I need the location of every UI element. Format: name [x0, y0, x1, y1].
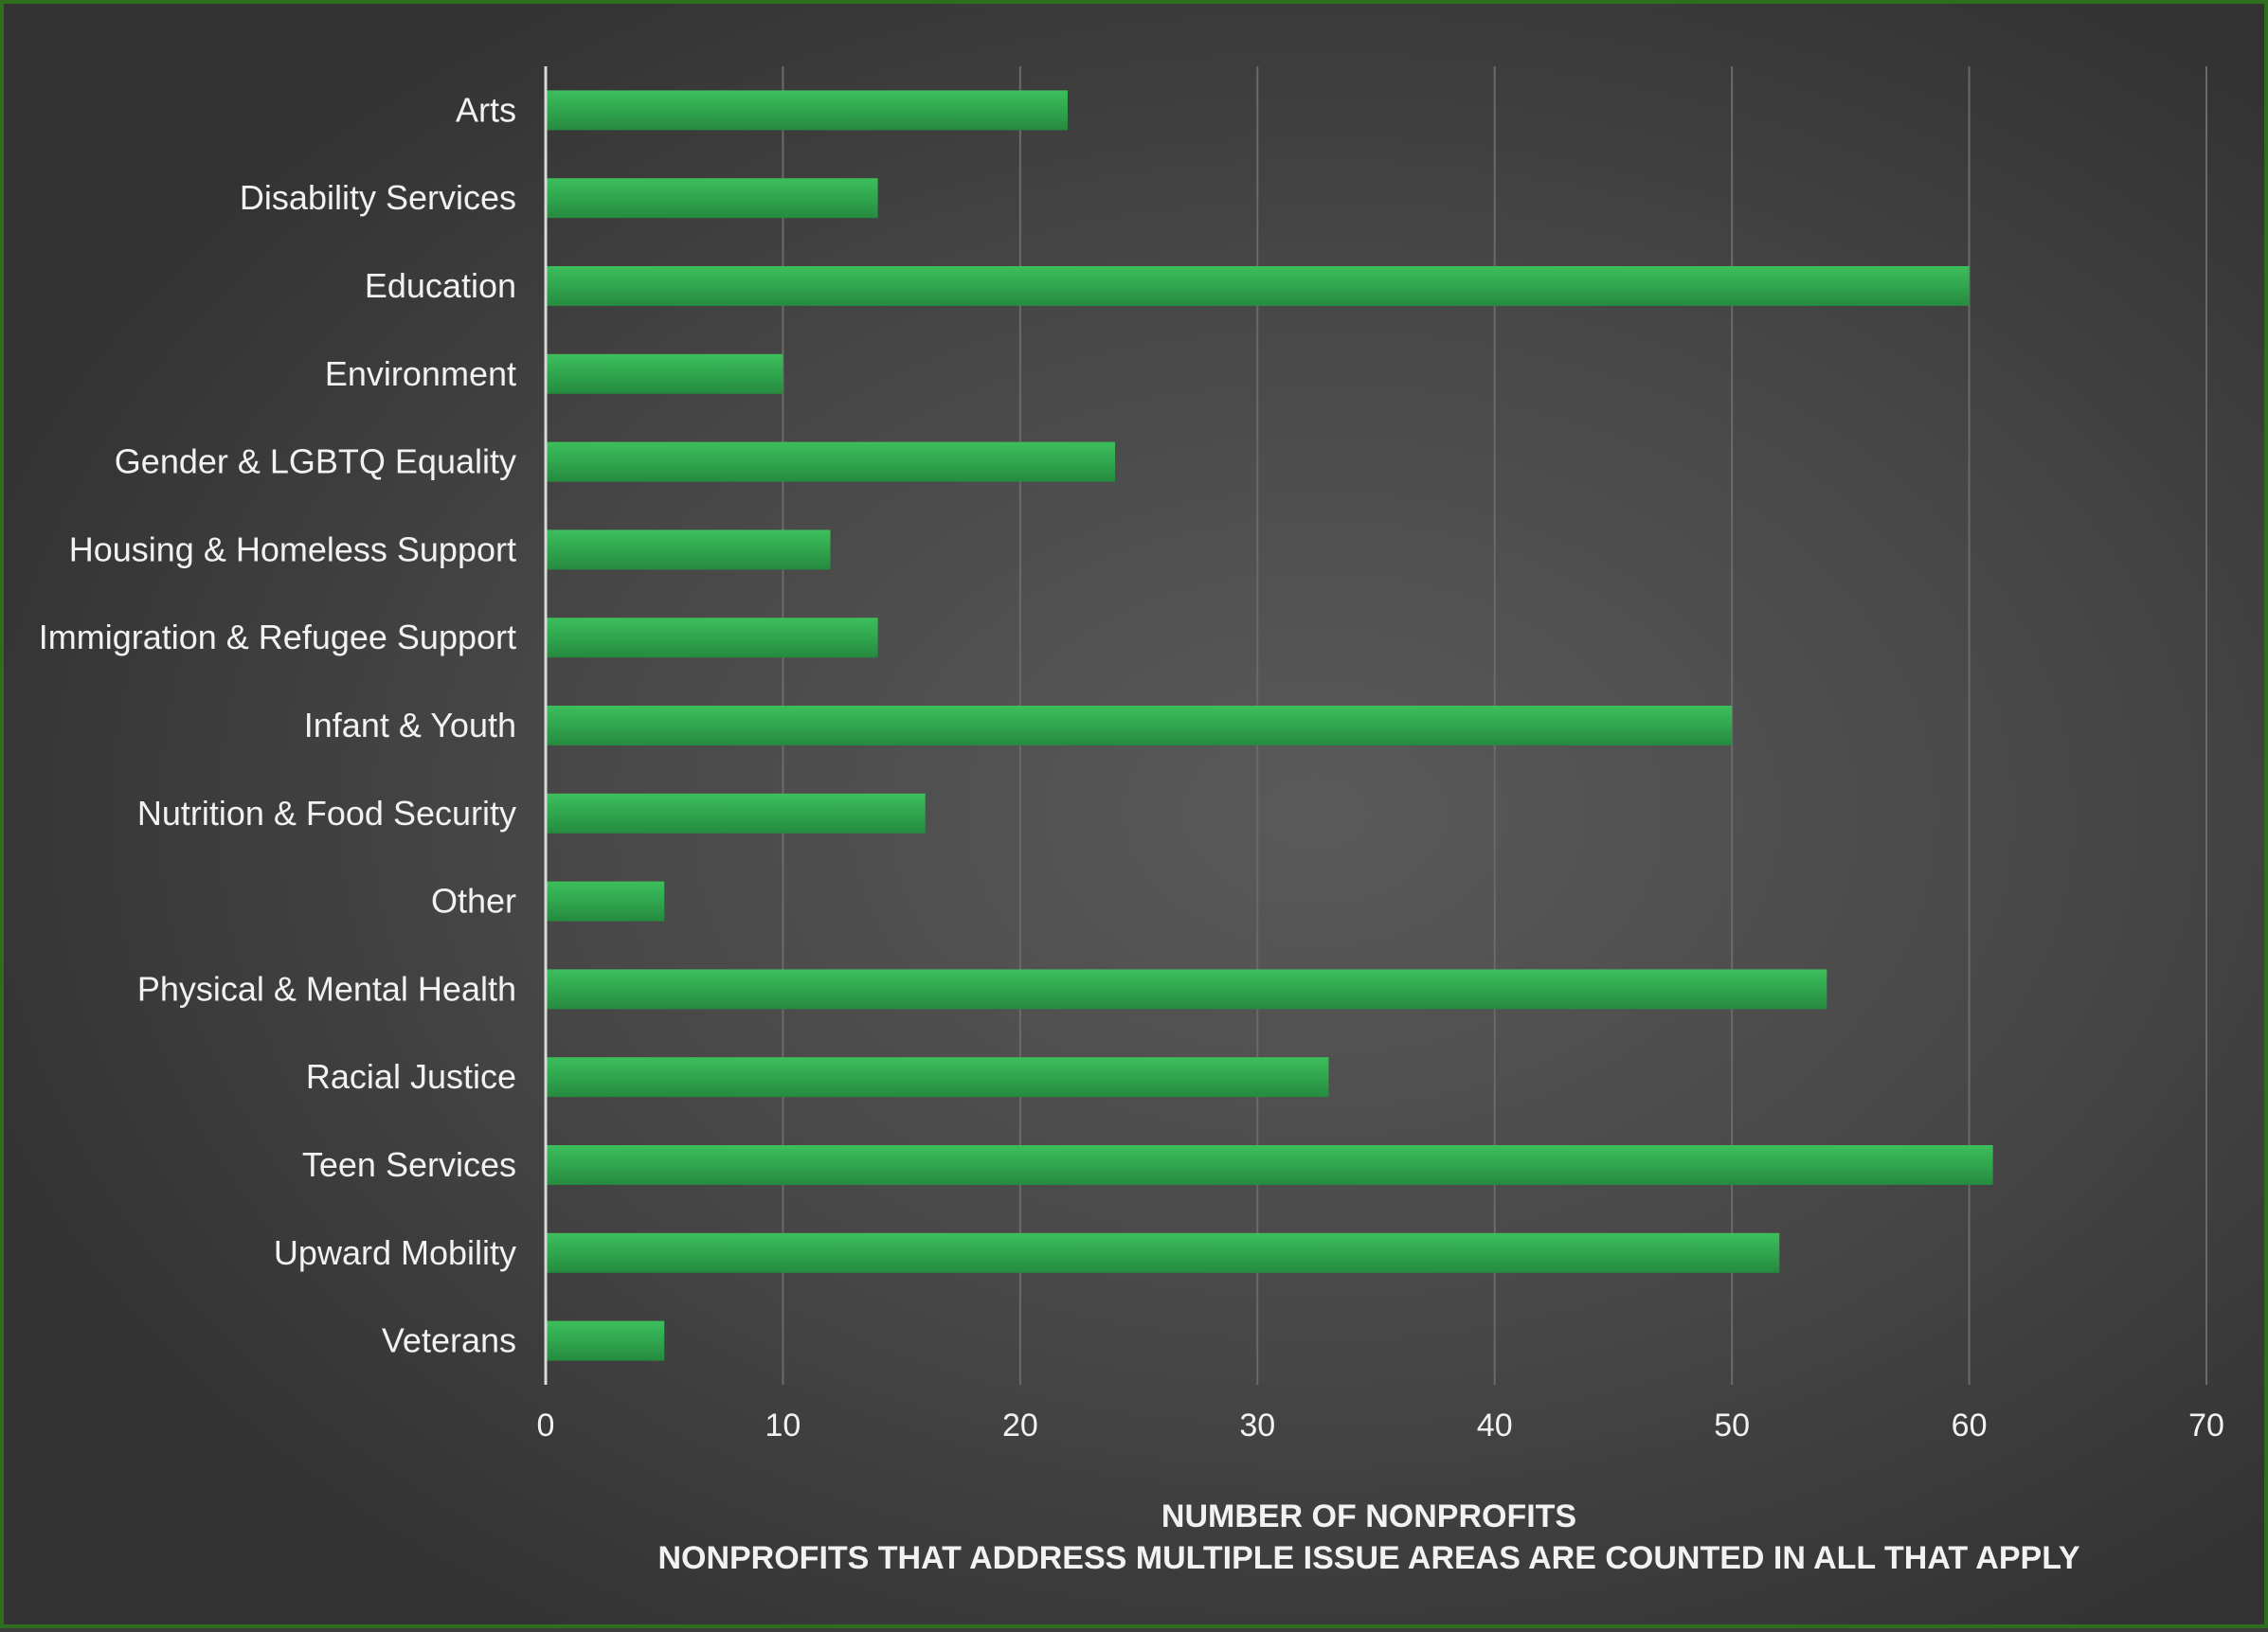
category-label: Teen Services: [302, 1145, 516, 1184]
bar: [546, 793, 926, 834]
category-label: Other: [431, 882, 516, 921]
category-label: Infant & Youth: [304, 706, 516, 744]
bar: [546, 441, 1116, 482]
category-label: Racial Justice: [306, 1057, 516, 1096]
category-label: Disability Services: [240, 178, 516, 217]
bar: [546, 1057, 1329, 1098]
x-axis-title: NUMBER OF NONPROFITS: [1161, 1498, 1576, 1534]
category-label: Veterans: [382, 1321, 516, 1360]
bar: [546, 618, 878, 658]
x-tick-label: 30: [1239, 1408, 1275, 1444]
category-label: Nutrition & Food Security: [137, 794, 516, 833]
x-tick-label: 20: [1002, 1408, 1038, 1444]
x-axis-note: NONPROFITS THAT ADDRESS MULTIPLE ISSUE A…: [657, 1540, 2079, 1576]
x-tick-label: 70: [2188, 1408, 2224, 1444]
bar: [546, 1232, 1780, 1273]
x-tick-label: 10: [765, 1408, 801, 1444]
bars: [546, 90, 1993, 1361]
bar-chart: Arts Disability Services Education Environm…: [39, 66, 2224, 1576]
category-label: Gender & LGBTQ Equality: [115, 442, 516, 481]
bar: [546, 529, 831, 570]
x-tick-label: 0: [537, 1408, 555, 1444]
x-tick-label: 60: [1952, 1408, 1988, 1444]
bar: [546, 353, 783, 394]
x-tick-label: 50: [1714, 1408, 1750, 1444]
bar: [546, 90, 1068, 131]
category-labels: Arts Disability Services Education Environm…: [39, 90, 516, 1359]
bar: [546, 969, 1827, 1010]
x-tick-labels: 0 10 20 30 40 50 60 70: [537, 1408, 2224, 1444]
category-label: Housing & Homeless Support: [69, 529, 516, 568]
category-label: Education: [365, 266, 516, 305]
bar: [546, 1320, 665, 1361]
bar: [546, 881, 665, 922]
bar: [546, 266, 1970, 306]
bar: [546, 178, 878, 219]
x-tick-label: 40: [1477, 1408, 1513, 1444]
category-label: Upward Mobility: [274, 1233, 516, 1272]
category-label: Immigration & Refugee Support: [39, 618, 516, 656]
category-label: Environment: [325, 354, 516, 393]
category-label: Physical & Mental Health: [137, 969, 516, 1008]
bar: [546, 1145, 1993, 1185]
category-label: Arts: [456, 90, 516, 129]
bar: [546, 706, 1733, 745]
